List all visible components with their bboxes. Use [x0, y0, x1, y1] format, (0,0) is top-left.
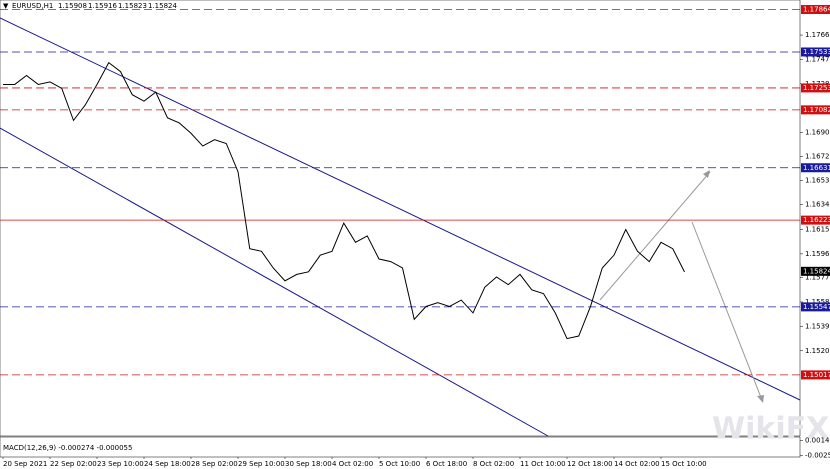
level-box — [801, 215, 830, 225]
x-tick-label: 12 Oct 18:00 — [567, 460, 613, 468]
macd-tick-label: -0.00255 — [805, 451, 830, 459]
level-box — [801, 163, 830, 173]
level-box — [801, 302, 830, 312]
macd-panel — [0, 436, 801, 458]
y-tick-label: 1.16905 — [805, 129, 830, 137]
main-panel — [0, 0, 801, 437]
ohlc: 1.15916 — [88, 2, 117, 10]
x-tick-label: 22 Sep 02:00 — [50, 460, 97, 468]
level-box — [801, 370, 830, 380]
x-tick-label: 15 Oct 10:00 — [661, 460, 707, 468]
x-tick-label: 4 Oct 02:00 — [332, 460, 373, 468]
symbol-marker: ▼ — [3, 2, 9, 10]
level-box — [801, 47, 830, 57]
arrow-head — [703, 170, 710, 178]
ohlc: 1.15908 — [58, 2, 87, 10]
x-tick-label: 30 Sep 18:00 — [285, 460, 332, 468]
x-tick-label: 6 Oct 18:00 — [426, 460, 467, 468]
level-label: 1.17533 — [803, 48, 830, 56]
y-tick-label: 1.16530 — [805, 177, 830, 185]
arrow-down — [691, 221, 763, 401]
level-box — [801, 4, 830, 14]
ohlc: 1.15823 — [118, 2, 147, 10]
x-tick-label: 14 Oct 02:00 — [614, 460, 660, 468]
y-tick-label: 1.17665 — [805, 31, 830, 39]
x-tick-label: 23 Sep 10:00 — [97, 460, 144, 468]
y-tick-label: 1.16720 — [805, 152, 830, 160]
macd-title: MACD(12,26,9) -0.000274 -0.000055 — [3, 444, 132, 452]
level-label: 1.16223 — [803, 216, 830, 224]
symbol: EURUSD,H1 — [12, 2, 53, 10]
x-tick-label: 24 Sep 18:00 — [144, 460, 191, 468]
x-tick-label: 20 Sep 2021 — [3, 460, 47, 468]
x-tick-label: 11 Oct 10:00 — [520, 460, 566, 468]
y-tick-label: 1.16345 — [805, 200, 830, 208]
y-tick-label: 1.15960 — [805, 250, 830, 258]
x-tick-label: 29 Sep 10:00 — [238, 460, 285, 468]
y-tick-label: 1.16150 — [805, 225, 830, 233]
level-label: 1.16631 — [803, 164, 830, 172]
arrow-up — [599, 171, 711, 301]
y-tick-label: 1.15585 — [805, 298, 830, 306]
watermark: WikiFX — [712, 412, 829, 447]
level-label: 1.15824 — [803, 267, 830, 275]
level-label: 1.17253 — [803, 84, 830, 92]
macd-tick-label: 0.001491 — [805, 437, 830, 445]
level-label: 1.17082 — [803, 106, 830, 114]
y-tick-label: 1.15205 — [805, 347, 830, 355]
level-label: 1.17864 — [803, 5, 830, 13]
channel-lower — [0, 127, 549, 437]
level-box — [801, 105, 830, 115]
level-box — [801, 83, 830, 93]
x-tick-label: 28 Sep 02:00 — [191, 460, 238, 468]
channel-upper — [0, 17, 801, 401]
ohlc: 1.15824 — [148, 2, 177, 10]
x-tick-label: 5 Oct 10:00 — [379, 460, 420, 468]
level-box — [801, 266, 830, 276]
level-label: 1.15017 — [803, 371, 830, 379]
level-label: 1.15547 — [803, 303, 830, 311]
price-line — [3, 61, 685, 340]
y-tick-label: 1.15395 — [805, 322, 830, 330]
y-tick-label: 1.17475 — [805, 55, 830, 63]
y-tick-label: 1.15775 — [805, 274, 830, 282]
x-tick-label: 8 Oct 02:00 — [473, 460, 514, 468]
arrow-head — [757, 395, 764, 403]
